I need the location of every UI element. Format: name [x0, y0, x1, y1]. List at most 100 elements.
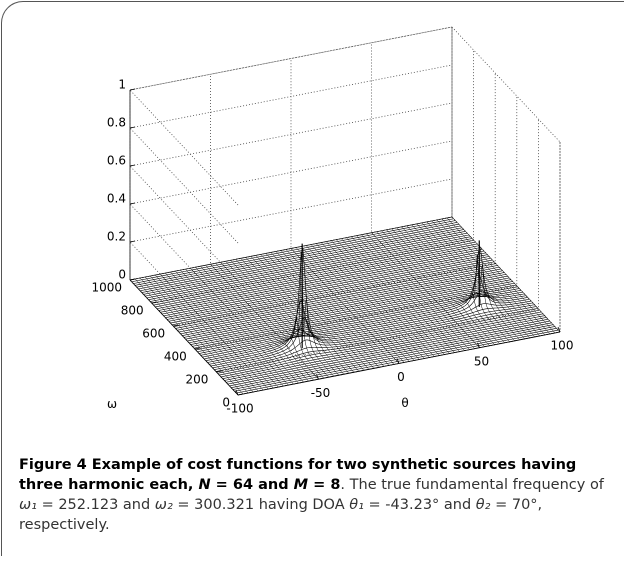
mesh-line	[341, 238, 450, 354]
mesh-line	[426, 221, 536, 337]
tick	[173, 324, 179, 327]
mesh-line	[391, 228, 500, 344]
x-tick-label: 0	[397, 370, 405, 384]
figure-label: Figure 4	[19, 457, 87, 473]
z-tick-label: 0.4	[107, 192, 126, 206]
mesh-line	[225, 261, 334, 377]
surface-mesh	[129, 216, 561, 396]
y-tick-label: 200	[185, 373, 208, 387]
mesh-line	[346, 237, 455, 353]
mesh-line	[416, 223, 525, 339]
text: ω₂	[154, 497, 173, 513]
tick	[129, 278, 136, 281]
mesh-line	[305, 245, 415, 361]
y-tick-label: 0	[222, 396, 230, 410]
text: = 70°, respectively.	[19, 497, 543, 533]
mesh-line	[210, 264, 319, 380]
x-tick-label: -100	[226, 402, 253, 416]
mesh-line	[139, 277, 249, 394]
mesh-line	[396, 227, 505, 343]
mesh-line	[401, 226, 510, 342]
mesh-line	[326, 241, 435, 357]
x-tick-label: 50	[474, 354, 489, 368]
tick	[129, 240, 136, 243]
y-tick-label: 800	[121, 304, 144, 318]
y-tick-label: 400	[164, 350, 187, 364]
tick	[194, 347, 200, 350]
mesh-line	[361, 234, 470, 350]
tick	[151, 301, 157, 304]
mesh-line	[441, 218, 551, 335]
mesh-line	[280, 250, 390, 366]
grid-line	[371, 42, 480, 349]
mesh-line	[295, 247, 405, 363]
mesh-line	[200, 266, 309, 382]
text: = 64 and	[210, 477, 294, 493]
mesh-line	[285, 249, 395, 365]
mesh-line	[275, 251, 385, 367]
mesh-line	[245, 257, 354, 373]
mesh-line	[154, 274, 264, 391]
mesh-line	[290, 248, 400, 364]
tick	[557, 326, 561, 333]
text: θ₂	[475, 497, 491, 513]
mesh-line	[195, 266, 304, 383]
x-tick-label: -50	[311, 386, 331, 400]
mesh-line	[220, 251, 329, 378]
text: = -43.23° and	[363, 497, 476, 513]
box-edge	[129, 26, 453, 91]
grid-line	[451, 27, 561, 333]
mesh-line	[165, 272, 274, 389]
tick	[216, 370, 222, 373]
mesh-line	[351, 236, 460, 352]
mesh-line	[446, 217, 556, 334]
mesh-line	[310, 244, 420, 360]
mesh-line	[376, 231, 485, 347]
mesh-line	[255, 255, 364, 371]
mesh-line	[381, 230, 490, 346]
chart: 0 0.2 0.4 0.6 0.8 1 0 200 400 600 800 1000 -100 -50 0 5…	[91, 26, 574, 416]
mesh-line	[170, 271, 279, 388]
mesh-line	[406, 225, 515, 341]
x-tick-label: 100	[551, 339, 574, 353]
text: Example of cost functions for two synthe…	[19, 457, 577, 493]
text: θ₁	[349, 497, 364, 513]
text: M	[293, 477, 309, 493]
mesh-line	[431, 220, 541, 336]
grid-line	[129, 26, 453, 206]
tick	[129, 126, 136, 129]
mesh-line	[315, 243, 425, 359]
mesh-line	[215, 263, 324, 379]
tick	[477, 342, 480, 348]
mesh-line	[185, 268, 294, 385]
mesh-line	[300, 246, 410, 362]
mesh-line	[451, 216, 561, 333]
mesh-line	[386, 229, 495, 345]
mesh-line	[436, 219, 546, 335]
mesh-line	[421, 222, 530, 338]
mesh-line	[336, 239, 445, 355]
text: N	[198, 477, 211, 493]
z-tick-label: 0.6	[107, 154, 126, 168]
text: = 300.321 having DOA	[172, 497, 350, 513]
mesh-line	[240, 258, 349, 374]
y-axis-label: ω	[107, 397, 117, 411]
caption-title: Example of cost functions for two synthe…	[19, 457, 576, 493]
tick	[129, 88, 136, 91]
mesh-line	[180, 269, 289, 386]
text: ω₁	[19, 497, 37, 513]
z-tick-label: 0.2	[107, 230, 126, 244]
mesh-line	[160, 273, 269, 390]
caption: Figure 4 Example of cost functions for t…	[19, 457, 604, 533]
mesh-line	[260, 254, 369, 370]
x-axis-label: θ	[401, 396, 408, 410]
z-tick-label: 0	[118, 268, 126, 282]
mesh-line	[235, 259, 344, 375]
mesh-line	[134, 278, 244, 395]
mesh-line	[250, 256, 359, 372]
z-tick-label: 1	[118, 78, 126, 92]
tick	[396, 358, 400, 364]
tick	[129, 164, 136, 167]
tick	[237, 393, 244, 396]
